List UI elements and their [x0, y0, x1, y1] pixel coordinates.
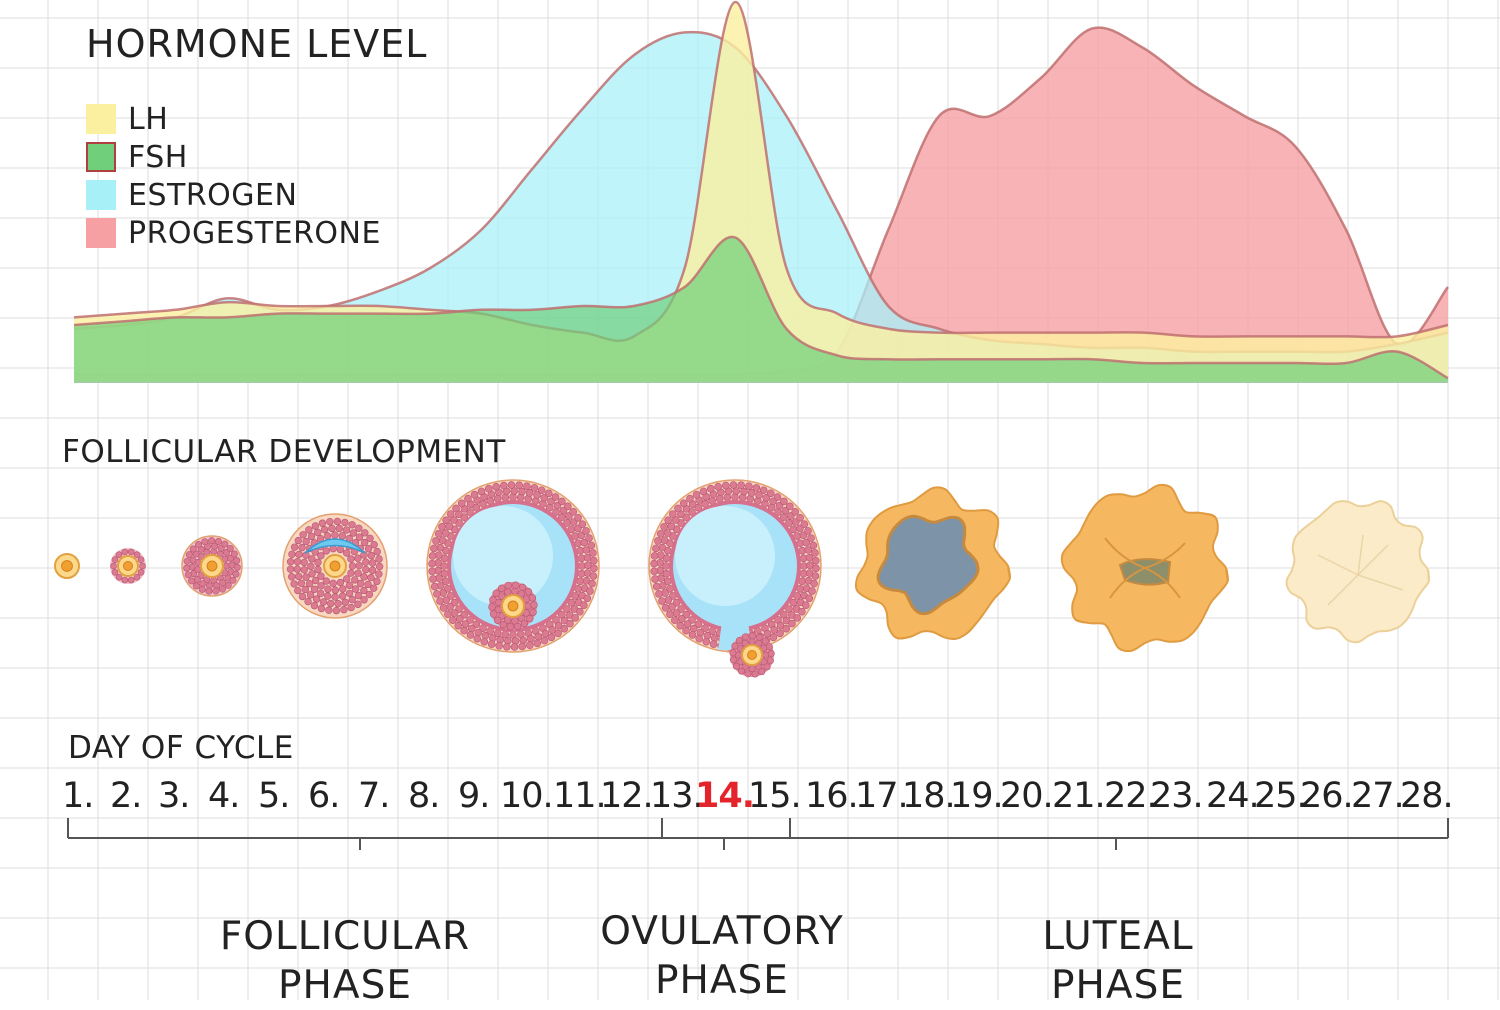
day-label-5: 5. — [258, 776, 290, 816]
series-area-progesterone — [74, 27, 1448, 382]
legend-item-progesterone: PROGESTERONE — [86, 214, 381, 252]
legend-item-lh: LH — [86, 100, 381, 138]
day-label-3: 3. — [158, 776, 190, 816]
legend-label-estrogen: ESTROGEN — [128, 177, 298, 213]
follicle-illustrations — [54, 479, 1431, 678]
day-label-2: 2. — [110, 776, 142, 816]
phase-follicular-line1: FOLLICULAR — [219, 914, 471, 959]
follicle-stage-secondary — [181, 535, 243, 597]
legend-label-progesterone: PROGESTERONE — [128, 215, 381, 251]
phase-label-follicular: FOLLICULAR PHASE — [220, 912, 470, 1010]
day-label-26: 26. — [1300, 776, 1354, 816]
legend-swatch-progesterone — [86, 218, 116, 248]
hormone-chart — [73, 0, 1449, 383]
series-line-lh — [73, 0, 1449, 342]
bracket-luteal — [789, 818, 1449, 850]
legend-swatch-estrogen — [86, 180, 116, 210]
series-area-fsh — [74, 236, 1448, 382]
day-label-4: 4. — [208, 776, 240, 816]
follicular-development-title: FOLLICULAR DEVELOPMENT — [62, 434, 506, 470]
day-label-9: 9. — [458, 776, 490, 816]
follicle-stage-primordial — [54, 553, 80, 579]
day-label-27: 27. — [1351, 776, 1405, 816]
legend-item-estrogen: ESTROGEN — [86, 176, 381, 214]
phase-luteal-line1: LUTEAL — [1042, 914, 1194, 959]
phase-label-ovulatory: OVULATORY PHASE — [600, 907, 843, 1005]
phase-ovulatory-line2: PHASE — [655, 958, 789, 1003]
day-label-19: 19. — [950, 776, 1004, 816]
day-label-10: 10. — [500, 776, 554, 816]
day-label-16: 16. — [805, 776, 859, 816]
day-label-22: 22. — [1104, 776, 1158, 816]
day-of-cycle-title: DAY OF CYCLE — [68, 730, 294, 766]
follicle-stage-ovulating — [648, 479, 822, 678]
phase-luteal-line2: PHASE — [1051, 963, 1185, 1008]
day-label-18: 18. — [902, 776, 956, 816]
day-label-12: 12. — [600, 776, 654, 816]
day-label-15: 15. — [748, 776, 802, 816]
phase-label-luteal: LUTEAL PHASE — [1042, 912, 1193, 1010]
day-label-21: 21. — [1052, 776, 1106, 816]
follicle-stage-primary — [110, 548, 146, 584]
follicle-stage-antral — [426, 479, 600, 653]
legend-swatch-lh — [86, 104, 116, 134]
day-label-24: 24. — [1206, 776, 1260, 816]
chart-title: HORMONE LEVEL — [86, 22, 428, 66]
phase-follicular-line2: PHASE — [278, 963, 412, 1008]
day-label-8: 8. — [408, 776, 440, 816]
day-label-13: 13. — [650, 776, 704, 816]
follicle-stage-corpus-luteum — [854, 486, 1012, 640]
day-label-17: 17. — [855, 776, 909, 816]
series-area-lh — [74, 2, 1448, 382]
phase-brackets — [67, 818, 1449, 850]
bracket-ovulatory — [661, 818, 791, 850]
follicle-stage-mature-corpus-luteum — [1060, 483, 1229, 653]
day-label-7: 7. — [358, 776, 390, 816]
bracket-follicular — [67, 818, 663, 850]
day-label-6: 6. — [308, 776, 340, 816]
series-line-fsh — [73, 235, 1449, 380]
day-label-23: 23. — [1150, 776, 1204, 816]
legend-label-fsh: FSH — [128, 139, 188, 175]
legend-item-fsh: FSH — [86, 138, 381, 176]
legend-swatch-fsh — [86, 142, 116, 172]
day-label-20: 20. — [1000, 776, 1054, 816]
follicle-stage-early-antral — [282, 513, 388, 619]
legend-label-lh: LH — [128, 101, 169, 137]
day-label-25: 25. — [1254, 776, 1308, 816]
follicle-stage-corpus-albicans — [1285, 500, 1431, 644]
phase-ovulatory-line1: OVULATORY — [600, 909, 844, 954]
day-label-14: 14. — [695, 776, 755, 816]
day-label-1: 1. — [62, 776, 94, 816]
day-label-28: 28. — [1400, 776, 1454, 816]
legend: LH FSH ESTROGEN PROGESTERONE — [86, 100, 381, 252]
day-label-11: 11. — [553, 776, 607, 816]
